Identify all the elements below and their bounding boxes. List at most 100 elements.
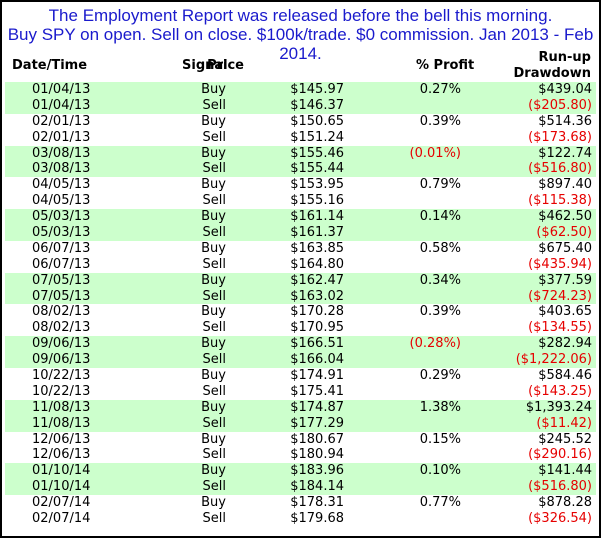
cell-price: $175.41 [290,383,344,399]
cell-signal: Buy [201,463,226,479]
cell-date: 08/02/13 [32,320,91,336]
cell-price: $164.80 [290,256,344,272]
table-row: 12/06/13 Sell $180.94 ($290.16) [5,447,596,463]
cell-runup-drawdown: $675.40 [538,240,592,256]
cell-date: 01/04/13 [32,97,91,113]
cell-signal: Buy [201,495,226,511]
cell-date: 01/10/14 [32,479,91,495]
cell-date: 01/10/14 [32,463,91,479]
cell-price: $180.67 [290,431,344,447]
cell-runup-drawdown: $514.36 [538,113,592,129]
cell-date: 01/04/13 [32,82,91,97]
cell-price: $177.29 [290,415,344,431]
cell-date: 06/07/13 [32,256,91,272]
header-date: Date/Time [12,58,88,73]
cell-signal: Buy [201,368,226,384]
cell-runup-drawdown: ($134.55) [528,320,592,336]
report-title: The Employment Report was released befor… [2,6,599,63]
cell-profit: 0.10% [419,463,461,479]
cell-runup-drawdown: ($516.80) [528,161,592,177]
cell-date: 02/01/13 [32,113,91,129]
cell-price: $174.87 [290,399,344,415]
cell-signal: Buy [201,240,226,256]
cell-runup-drawdown: ($205.80) [528,97,592,113]
cell-signal: Sell [202,256,226,272]
cell-signal: Sell [202,447,226,463]
cell-price: $155.16 [290,193,344,209]
table-row: 10/22/13 Sell $175.41 ($143.25) [5,384,596,400]
cell-date: 02/01/13 [32,129,91,145]
cell-date: 04/05/13 [32,193,91,209]
cell-profit: 0.77% [419,495,461,511]
cell-date: 03/08/13 [32,161,91,177]
cell-profit: 0.79% [419,177,461,193]
header-price: Price [207,58,244,73]
table-row: 08/02/13 Sell $170.95 ($134.55) [5,320,596,336]
cell-profit: 0.27% [419,82,461,97]
table-row: 02/01/13 Sell $151.24 ($173.68) [5,130,596,146]
cell-runup-drawdown: $878.28 [538,495,592,511]
cell-runup-drawdown: $377.59 [538,272,592,288]
cell-signal: Buy [201,304,226,320]
table-row: 02/07/14 Buy $178.31 0.77% $878.28 [5,495,596,511]
table-row: 03/08/13 Sell $155.44 ($516.80) [5,161,596,178]
cell-date: 05/03/13 [32,209,91,225]
cell-price: $178.31 [290,495,344,511]
table-row: 01/04/13 Sell $146.37 ($205.80) [5,97,596,114]
cell-signal: Sell [202,352,226,368]
table-row: 01/04/13 Buy $145.97 0.27% $439.04 [5,82,596,98]
cell-date: 09/06/13 [32,336,91,352]
table-row: 09/06/13 Sell $166.04 ($1,222.06) [5,352,596,369]
cell-runup-drawdown: ($516.80) [528,479,592,495]
table-row: 11/08/13 Buy $174.87 1.38% $1,393.24 [5,399,596,416]
cell-price: $150.65 [290,113,344,129]
cell-price: $161.14 [290,209,344,225]
table-header: Date/Time Signal Price % Profit Run-up D… [2,50,599,82]
table-row: 04/05/13 Buy $153.95 0.79% $897.40 [5,177,596,193]
cell-price: $170.28 [290,304,344,320]
cell-signal: Buy [201,272,226,288]
cell-runup-drawdown: ($290.16) [528,447,592,463]
cell-signal: Sell [202,511,226,527]
cell-signal: Buy [201,209,226,225]
cell-runup-drawdown: ($435.94) [528,256,592,272]
cell-runup-drawdown: $1,393.24 [525,399,592,415]
cell-signal: Sell [202,97,226,113]
cell-signal: Buy [201,431,226,447]
cell-runup-drawdown: $122.74 [538,145,592,161]
trades-table-body: 01/04/13 Buy $145.97 0.27% $439.04 01/04/13 Se… [5,82,596,527]
cell-profit: 0.14% [419,209,461,225]
cell-date: 09/06/13 [32,352,91,368]
cell-price: $161.37 [290,225,344,241]
cell-runup-drawdown: ($724.23) [528,288,592,304]
cell-price: $180.94 [290,447,344,463]
cell-price: $163.02 [290,288,344,304]
cell-price: $146.37 [290,97,344,113]
table-row: 01/10/14 Sell $184.14 ($516.80) [5,479,596,496]
table-row: 06/07/13 Buy $163.85 0.58% $675.40 [5,241,596,257]
header-profit: % Profit [416,58,475,73]
cell-date: 07/05/13 [32,272,91,288]
cell-signal: Sell [202,415,226,431]
cell-price: $145.97 [290,82,344,97]
cell-runup-drawdown: $141.44 [538,463,592,479]
cell-date: 04/05/13 [32,177,91,193]
cell-price: $151.24 [290,129,344,145]
table-row: 01/10/14 Buy $183.96 0.10% $141.44 [5,463,596,480]
cell-date: 10/22/13 [32,368,91,384]
cell-runup-drawdown: $584.46 [538,368,592,384]
cell-price: $163.85 [290,240,344,256]
cell-price: $155.44 [290,161,344,177]
cell-date: 12/06/13 [32,431,91,447]
cell-signal: Sell [202,193,226,209]
cell-runup-drawdown: ($11.42) [536,415,592,431]
cell-signal: Sell [202,383,226,399]
cell-date: 05/03/13 [32,225,91,241]
cell-signal: Sell [202,225,226,241]
table-row: 02/07/14 Sell $179.68 ($326.54) [5,511,596,527]
table-row: 04/05/13 Sell $155.16 ($115.38) [5,193,596,209]
table-row: 05/03/13 Buy $161.14 0.14% $462.50 [5,209,596,226]
table-row: 09/06/13 Buy $166.51 (0.28%) $282.94 [5,336,596,353]
cell-runup-drawdown: $439.04 [538,82,592,97]
